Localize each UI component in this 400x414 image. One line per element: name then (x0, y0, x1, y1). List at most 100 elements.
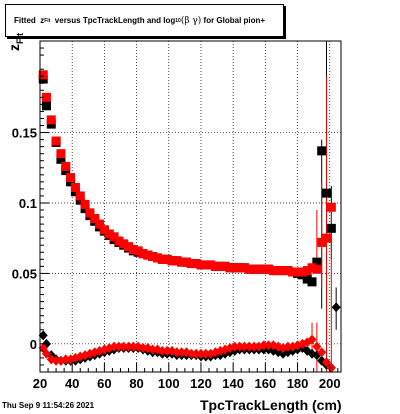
data-point-square (302, 274, 312, 284)
data-point-square (167, 256, 177, 266)
data-point-square (51, 136, 61, 146)
data-point-diamond (51, 355, 61, 366)
data-point-diamond (128, 341, 138, 352)
data-point-diamond (186, 348, 196, 359)
title-suffix: for Global pion+ (203, 16, 266, 25)
data-point-diamond (264, 340, 274, 351)
x-tick-label: 200 (319, 376, 341, 391)
data-point-square (307, 263, 317, 273)
data-point-diamond (109, 341, 119, 352)
data-point-diamond (119, 341, 129, 352)
data-point-square (244, 264, 254, 274)
data-point-square (124, 242, 134, 252)
data-point-square (80, 199, 90, 209)
data-point-square (215, 261, 225, 271)
data-point-square (312, 264, 322, 274)
x-tick-label: 120 (190, 376, 212, 391)
data-point-square (41, 92, 51, 102)
data-point-square (268, 266, 278, 276)
data-point-square (157, 254, 167, 264)
data-point-square (196, 260, 206, 270)
data-point-square (41, 101, 51, 111)
data-point-square (191, 259, 201, 269)
data-point-square (46, 115, 56, 125)
data-point-square (56, 154, 66, 164)
data-points (38, 70, 341, 373)
data-point-square (119, 239, 129, 249)
axis-ticks: 20 40 60 80 100 120 140 160 180 200 0 0.05 0.1 0.15 (12, 47, 341, 391)
data-point-square (38, 70, 48, 80)
grid-lines (40, 41, 341, 372)
y-axis-label-sub: Fit (14, 33, 25, 44)
data-point-square (302, 266, 312, 276)
data-point-diamond (312, 341, 322, 352)
data-point-square (254, 264, 264, 274)
data-point-square (61, 161, 71, 171)
data-point-square (162, 254, 172, 264)
data-point-square (317, 237, 327, 247)
data-point-square (288, 267, 298, 277)
data-point-square (206, 260, 216, 270)
data-point-square (220, 261, 230, 271)
data-point-square (181, 257, 191, 267)
data-point-diamond (322, 357, 332, 368)
plot-frame (39, 40, 342, 373)
series-2 (38, 302, 341, 373)
x-tick-label: 80 (129, 376, 143, 391)
x-tick-label: 60 (97, 376, 111, 391)
x-tick-label: 140 (222, 376, 244, 391)
data-point-square (95, 219, 105, 229)
data-point-square (225, 263, 235, 273)
data-point-square (70, 182, 80, 192)
data-point-diamond (317, 347, 327, 358)
data-point-square (293, 267, 303, 277)
data-point-square (283, 266, 293, 276)
x-axis-label: TpcTrackLength (cm) (200, 397, 342, 413)
data-point-diamond (114, 341, 124, 352)
y-tick-label: 0.05 (12, 266, 37, 281)
data-point-square (264, 264, 274, 274)
data-point-square (235, 263, 245, 273)
chart-title: Fitted z Fit versus TpcTrackLength and lo… (5, 4, 284, 37)
data-point-square (326, 202, 336, 212)
y-tick-label: 0.15 (12, 126, 37, 141)
data-point-square (85, 208, 95, 218)
x-tick-label: 100 (158, 376, 180, 391)
data-point-square (259, 264, 269, 274)
data-point-square (326, 223, 336, 233)
data-point-square (307, 277, 317, 287)
data-point-square (249, 264, 259, 274)
data-point-diamond (331, 302, 341, 313)
data-point-square (133, 246, 143, 256)
data-point-square (104, 229, 114, 239)
data-point-square (278, 266, 288, 276)
data-point-diamond (172, 347, 182, 358)
x-tick-label: 20 (33, 376, 47, 391)
data-point-diamond (191, 348, 201, 359)
title-log-sub: 10 (175, 17, 181, 24)
series-0 (38, 74, 336, 287)
data-point-diamond (326, 362, 336, 373)
data-point-square (172, 256, 182, 266)
data-point-square (153, 253, 163, 263)
x-tick-label: 160 (254, 376, 276, 391)
x-tick-label: 40 (65, 376, 79, 391)
data-point-diamond (41, 348, 51, 359)
data-point-diamond (239, 341, 249, 352)
title-beta-gamma: (β γ) (180, 15, 202, 26)
data-point-square (90, 213, 100, 223)
data-point-square (75, 191, 85, 201)
data-point-square (322, 233, 332, 243)
y-axis-label: zFit (6, 33, 25, 51)
data-point-diamond (196, 348, 206, 359)
data-point-square (143, 250, 153, 260)
data-point-diamond (148, 344, 158, 355)
data-point-diamond (283, 341, 293, 352)
data-point-square (66, 173, 76, 183)
data-point-square (312, 257, 322, 267)
title-z: z (40, 16, 45, 25)
data-point-square (317, 146, 327, 156)
data-point-square (186, 259, 196, 269)
data-point-diamond (138, 343, 148, 354)
